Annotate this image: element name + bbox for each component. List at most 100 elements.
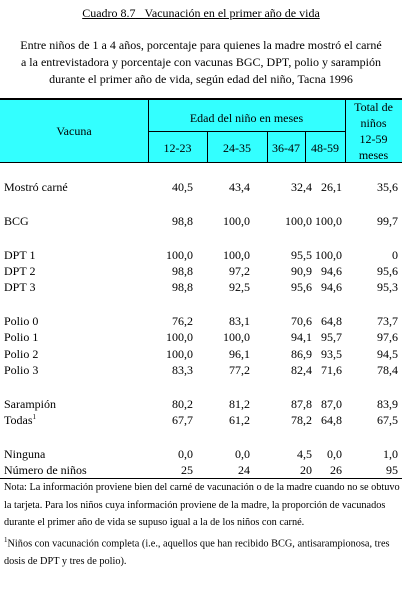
rule [0,98,402,100]
rule [148,131,345,132]
cell: 96,1 [229,346,250,361]
rule [207,131,208,163]
cell: 83,9 [377,396,398,411]
cell: 40,5 [172,180,193,194]
cell: 70,6 [291,314,312,328]
subtitle-line: a la entrevistadora y porcentaje con vac… [20,55,381,69]
cell: 64,8 [321,413,342,427]
header-age: 36-47 [272,141,300,155]
note-text: Nota: La información proviene bien del c… [4,482,400,529]
cell: 76,2 [172,314,193,328]
row-label: Polio 2 [4,347,38,362]
row-label-text: Mostró carné [4,180,68,194]
cell: 90,9 [291,263,312,278]
footnote-mark: 1 [32,413,37,421]
header-total: Total de [354,100,393,114]
cell: 100,0 [166,346,193,361]
cell: 95 [386,463,398,478]
row-label: Polio 0 [4,314,38,329]
row-label-text: Todas [4,413,33,427]
cell: 0,0 [327,446,342,461]
title-text: Vacunación en el primer año de vida [144,6,320,20]
subtitle-line: Entre niños de 1 a 4 años, porcentaje pa… [20,38,382,52]
cell: 80,2 [172,396,193,411]
title-number: Cuadro 8.7 [82,6,136,20]
cell: 95,5 [291,247,312,262]
notes: Nota: La información proviene bien del c… [4,479,400,570]
row-label: Todas1 [4,413,36,428]
note: Nota: La información proviene bien del c… [4,479,400,532]
cell: 24 [238,463,250,478]
row-label: Ninguna [4,447,45,462]
cell: 26,1 [321,180,342,194]
cell: 95,3 [377,280,398,295]
row-label-text: Sarampión [4,396,56,411]
cell: 78,4 [377,362,398,377]
cell: 98,8 [172,280,193,295]
cell: 100,0 [166,330,193,345]
cell: 43,4 [229,180,250,194]
cell: 87,0 [321,396,342,411]
row-label: DPT 1 [4,248,35,263]
cell: 98,8 [172,213,193,228]
header-total: 12-59 [359,132,388,146]
header-total: meses [358,148,389,162]
rule [148,99,149,163]
rule [0,478,402,479]
cell: 95,6 [291,280,312,295]
cell: 26 [330,463,342,478]
cell: 81,2 [229,396,250,411]
cell: 71,6 [321,362,342,377]
cell: 83,3 [172,362,193,377]
cell: 83,1 [229,314,250,328]
cell: 64,8 [321,314,342,328]
row-label-text: Polio 2 [4,346,39,361]
cell: 87,8 [291,396,312,411]
cell: 93,5 [321,346,342,361]
note: 1Niños con vacunación completa (i.e., aq… [4,532,400,571]
cell: 78,2 [291,413,312,427]
cell: 97,6 [377,330,398,345]
cell: 97,2 [229,263,250,278]
row-label-text: DPT 2 [4,263,36,278]
row-label: DPT 2 [4,264,35,279]
cell: 95,6 [377,263,398,278]
cell: 100,0 [315,247,342,262]
cell: 35,6 [377,180,398,194]
cell: 32,4 [291,180,312,194]
cell: 0 [392,247,398,262]
row-label-text: BCG [4,213,29,228]
row-label: DPT 3 [4,280,35,295]
header-age: 24-35 [223,141,251,155]
cell: 95,7 [321,330,342,345]
rule [267,131,268,163]
header-age: 48-59 [311,141,339,155]
cell: 4,5 [297,446,312,461]
rule [345,99,346,163]
cell: 94,5 [377,346,398,361]
cell: 98,8 [172,263,193,278]
cell: 67,5 [377,413,398,427]
row-label-text: DPT 3 [4,280,36,295]
cell: 61,2 [229,413,250,427]
row-label: BCG [4,214,29,229]
cell: 86,9 [291,346,312,361]
header-vaccine: Vacuna [56,124,92,138]
subtitle-line: durante el primer año de vida, según eda… [49,72,353,86]
row-label-text: Polio 3 [4,362,39,377]
cell: 92,5 [229,280,250,295]
cell: 82,4 [291,362,312,377]
cell: 100,0 [223,213,250,228]
cell: 1,0 [383,446,398,461]
cell: 100,0 [166,247,193,262]
cell: 94,6 [321,280,342,295]
row-label-text: Número de niños [4,463,87,478]
row-label-text: DPT 1 [4,247,36,262]
cell: 100,0 [315,213,342,228]
cell: 20 [300,463,312,478]
cell: 77,2 [229,362,250,377]
header-age: 12-23 [163,141,192,155]
cell: 25 [181,463,193,478]
header-total: niños [360,116,387,130]
